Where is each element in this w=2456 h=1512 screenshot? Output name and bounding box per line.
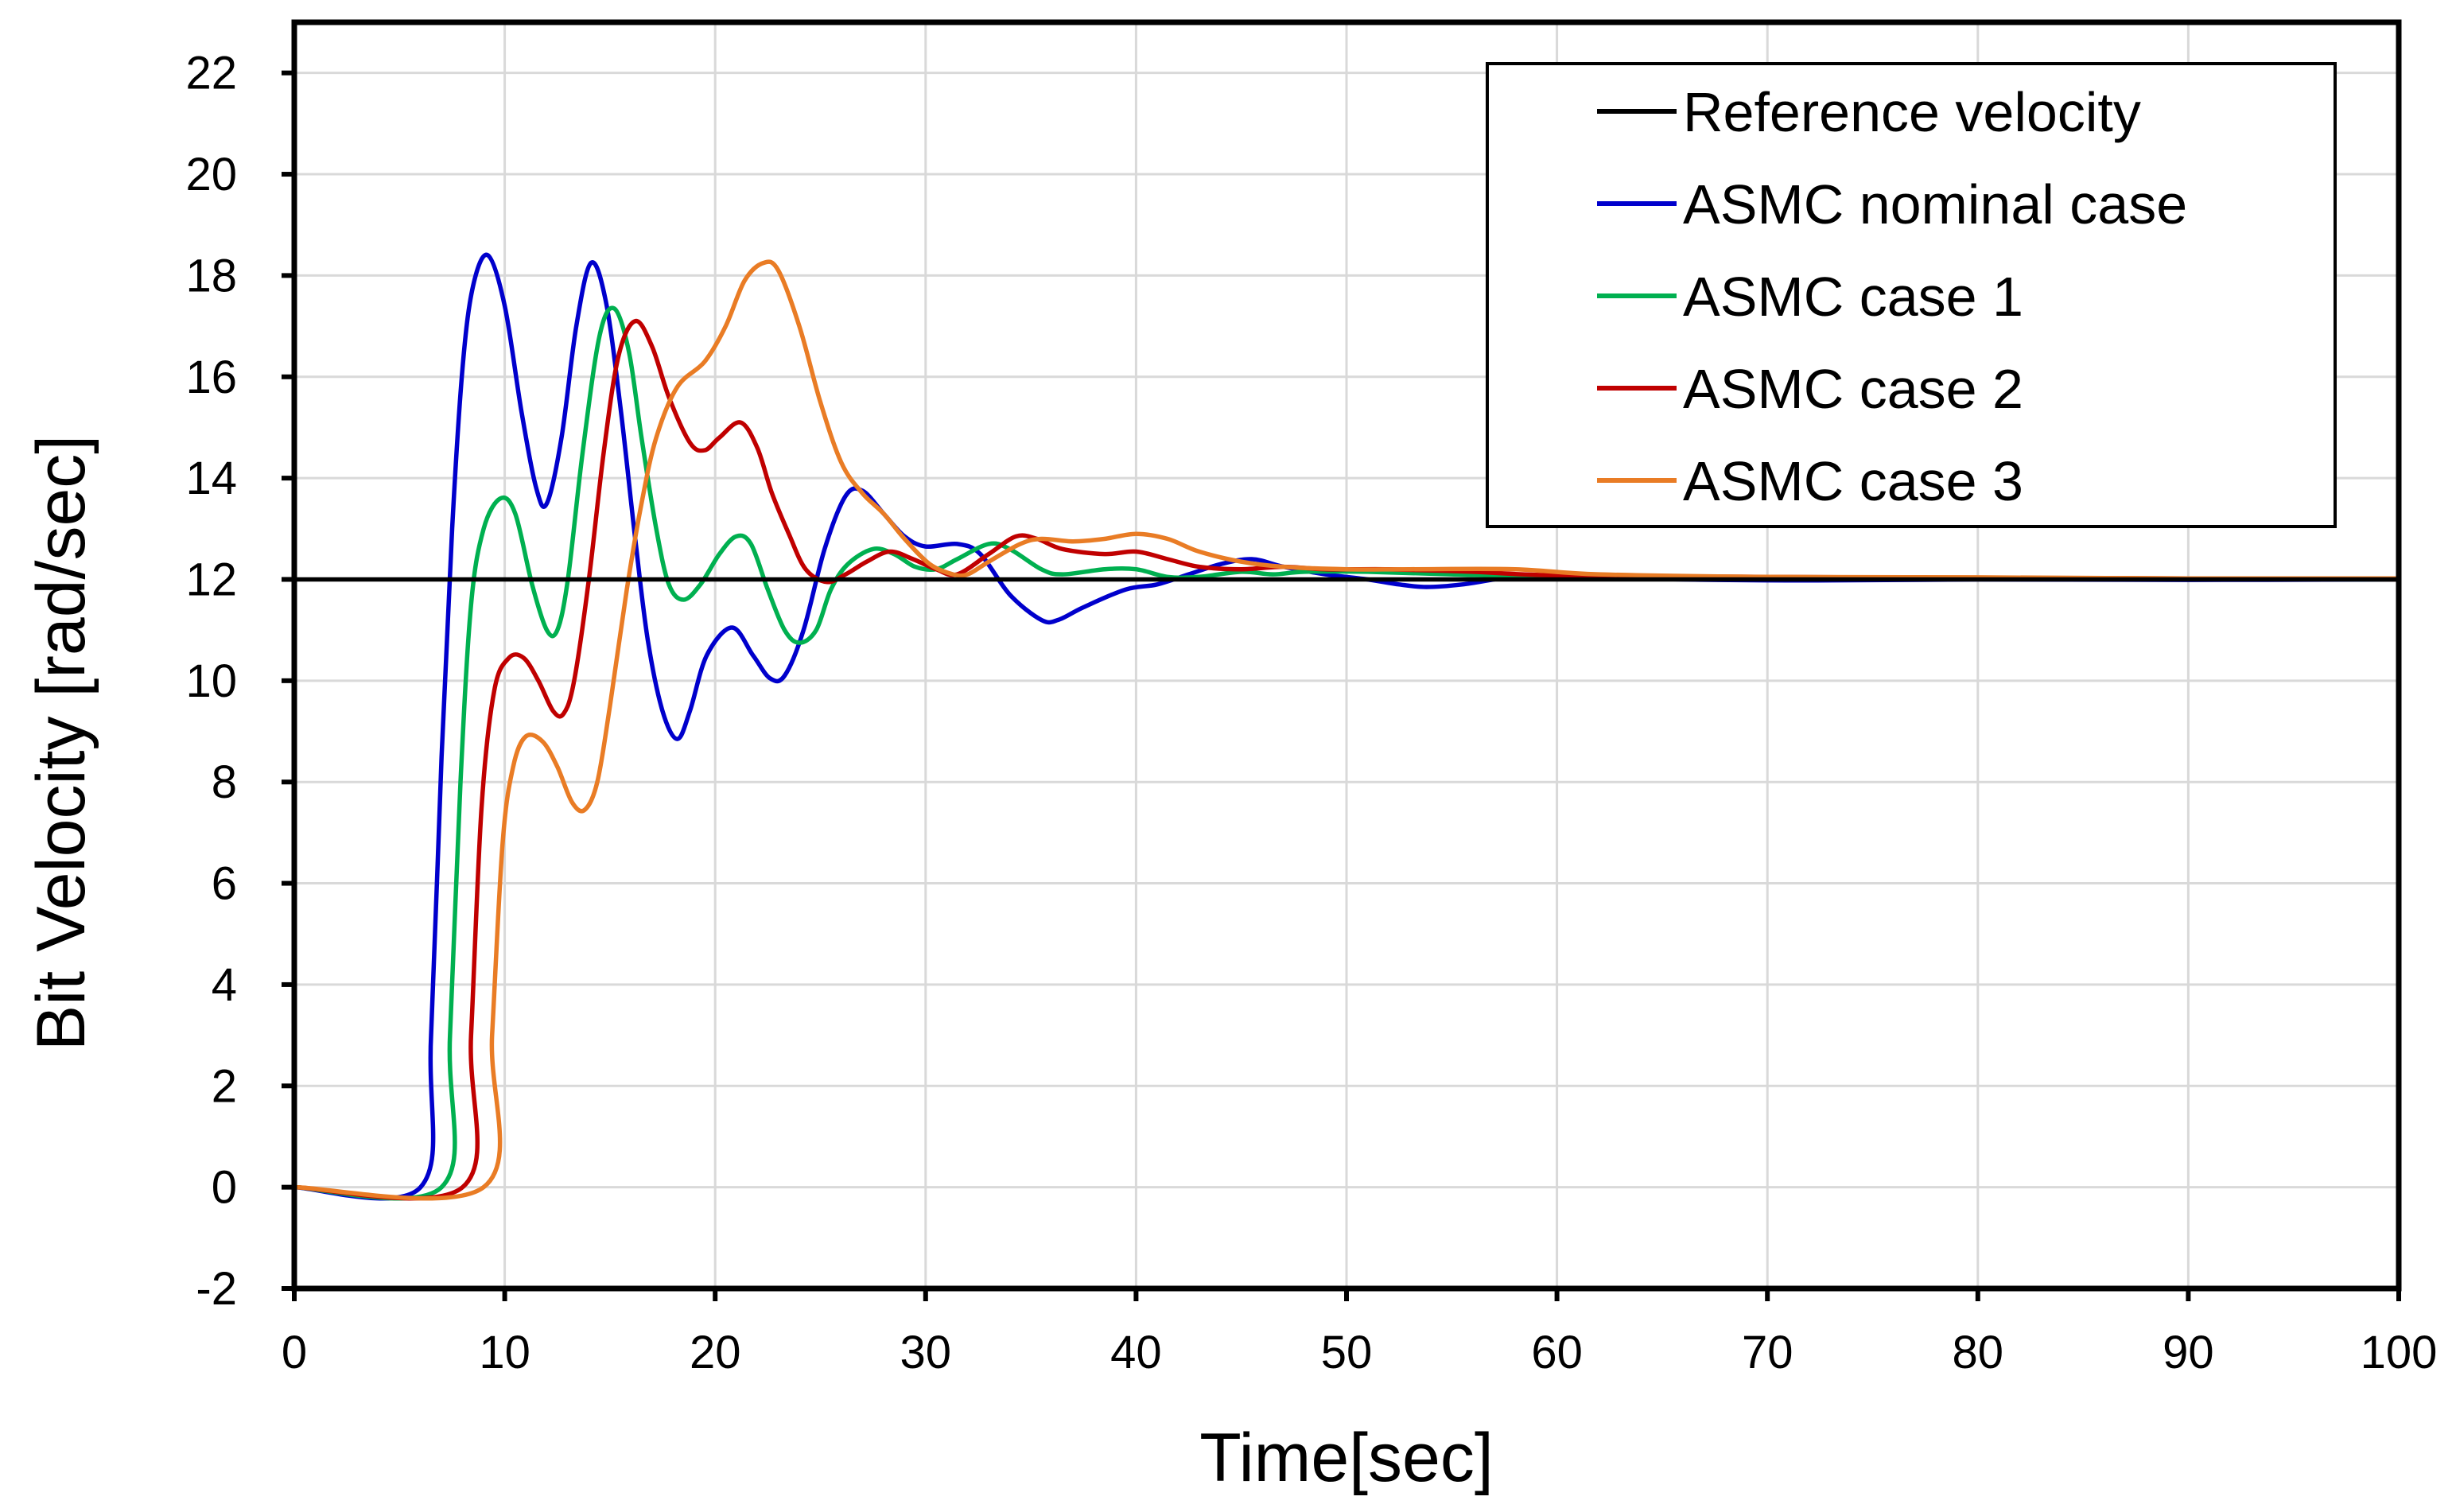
- legend-label-1: ASMC nominal case: [1683, 173, 2187, 235]
- series-line-asmc-case-1: [292, 305, 2401, 1201]
- x-tick-labels: 0 10 20 30 40 50 60 70 80 90 100: [282, 1327, 2438, 1378]
- x-tick-label-2: 20: [690, 1327, 741, 1378]
- x-tick-label-6: 60: [1531, 1327, 1583, 1378]
- legend: Reference velocity ASMC nominal case ASMC …: [1486, 62, 2337, 528]
- y-tick-label-9: 16: [185, 352, 237, 403]
- legend-items: Reference velocity ASMC nominal case ASMC …: [1597, 81, 2187, 512]
- y-tick-label-3: 4: [212, 959, 237, 1011]
- y-tick-label-12: 22: [185, 48, 237, 99]
- y-tick-label-10: 18: [185, 250, 237, 301]
- legend-label-4: ASMC case 3: [1683, 450, 2023, 512]
- x-axis-title: Time[sec]: [1199, 1420, 1494, 1496]
- y-tick-label-1: 0: [212, 1162, 237, 1214]
- axis-ticks: [282, 70, 2401, 1301]
- x-tick-label-9: 90: [2163, 1327, 2214, 1378]
- y-tick-label-8: 14: [185, 453, 237, 504]
- series-group: [292, 252, 2401, 1201]
- legend-label-2: ASMC case 1: [1683, 266, 2023, 328]
- y-tick-label-11: 20: [185, 149, 237, 200]
- series-line-asmc-nominal-case: [292, 252, 2401, 1201]
- y-tick-label-6: 10: [185, 655, 237, 707]
- y-axis-title: Bit Velocity [rad/sec]: [23, 435, 99, 1051]
- x-tick-label-1: 10: [479, 1327, 530, 1378]
- series-line-asmc-case-3: [292, 259, 2401, 1201]
- x-tick-label-3: 30: [900, 1327, 952, 1378]
- y-tick-label-2: 2: [212, 1060, 237, 1112]
- x-tick-label-7: 70: [1742, 1327, 1793, 1378]
- y-tick-label-4: 6: [212, 858, 237, 910]
- x-tick-label-0: 0: [282, 1327, 307, 1378]
- x-tick-label-10: 100: [2361, 1327, 2438, 1378]
- y-tick-labels: -2 0 2 4 6 8 10 12 14 16 18 20 22: [185, 48, 237, 1315]
- x-tick-label-8: 80: [1953, 1327, 2004, 1378]
- y-tick-label-0: -2: [196, 1263, 237, 1315]
- legend-label-3: ASMC case 2: [1683, 358, 2023, 420]
- x-tick-label-5: 50: [1321, 1327, 1373, 1378]
- legend-label-0: Reference velocity: [1683, 81, 2141, 143]
- y-tick-label-5: 8: [212, 756, 237, 808]
- y-tick-label-7: 12: [185, 554, 237, 605]
- x-tick-label-4: 40: [1110, 1327, 1162, 1378]
